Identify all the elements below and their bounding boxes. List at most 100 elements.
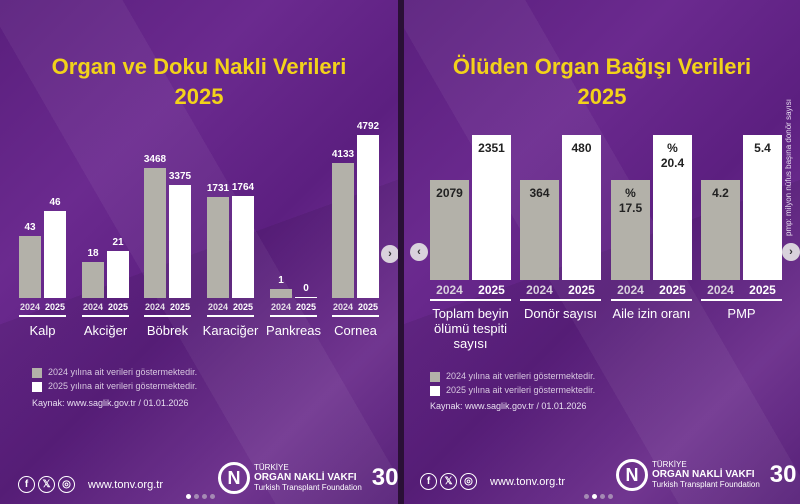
website-link[interactable]: www.tonv.org.tr	[490, 475, 565, 488]
next-arrow-icon[interactable]: ›	[381, 245, 398, 263]
bar-2024	[430, 180, 469, 280]
category-label: Karaciğer	[202, 323, 259, 338]
page-dot[interactable]	[186, 494, 191, 499]
bar-2024	[520, 180, 559, 280]
year-label: 2024	[617, 283, 644, 297]
value-label: 1731	[206, 183, 230, 194]
anniversary-badge: 30	[769, 461, 797, 488]
legend-2024: 2024 yılına ait verileri göstermektedir.	[430, 371, 595, 382]
value-label: 4.2	[712, 186, 729, 200]
category-label: Kalp	[29, 323, 56, 338]
facebook-icon[interactable]: f	[18, 476, 35, 493]
bar-2025	[107, 251, 129, 298]
bar-2025	[295, 297, 317, 298]
category-label: Donör sayısı	[524, 306, 597, 321]
value-label: 2079	[436, 186, 463, 200]
page-dot[interactable]	[600, 494, 605, 499]
bar-2025	[357, 135, 379, 298]
organ-transplant-panel: Organ ve Doku Nakli Verileri 2025 43 2024…	[0, 0, 398, 504]
year-label: 2025	[749, 283, 776, 297]
legend-text: 2025 yılına ait verileri göstermektedir.	[446, 385, 596, 395]
social-links: f 𝕏 ◎ www.tonv.org.tr	[18, 476, 163, 493]
page-dot[interactable]	[202, 494, 207, 499]
anniversary-badge: 30	[371, 464, 398, 491]
bar-2025	[44, 211, 66, 298]
legend-text: 2024 yılına ait verileri göstermektedir.	[446, 371, 596, 381]
category-label: Toplam beyin ölümü tespiti sayısı	[432, 306, 509, 351]
instagram-icon[interactable]: ◎	[460, 473, 477, 490]
category-label: Böbrek	[146, 323, 189, 338]
legend-swatch-2025	[32, 381, 42, 392]
bar-2024	[332, 163, 354, 298]
logo-line1: TÜRKİYE	[652, 460, 687, 469]
value-label: 21	[112, 237, 124, 248]
bar-2025	[653, 135, 692, 280]
source-text: Kaynak: www.saglik.gov.tr / 01.01.2026	[430, 401, 587, 411]
legend-2024: 2024 yılına ait verileri göstermektedir.	[32, 367, 197, 378]
value-label: 3468	[143, 154, 167, 165]
bar-2024	[611, 180, 650, 280]
year-label: 2025	[295, 302, 317, 312]
panel-title: Ölüden Organ Bağışı Verileri	[452, 54, 752, 79]
underline	[701, 299, 782, 301]
year-label: 2024	[270, 302, 292, 312]
value-label: 43	[24, 222, 36, 233]
bar-2024	[82, 262, 104, 298]
underline	[82, 315, 129, 317]
foundation-logo: N TÜRKİYE ORGAN NAKLİ VAKFI Turkish Transp…	[616, 459, 796, 491]
underline	[144, 315, 191, 317]
value-label: 1764	[231, 182, 255, 193]
page-dot[interactable]	[608, 494, 613, 499]
social-links: f 𝕏 ◎ www.tonv.org.tr	[420, 473, 565, 490]
logo-mark-icon: N	[218, 462, 250, 494]
page-dot[interactable]	[194, 494, 199, 499]
year-label: 2025	[357, 302, 379, 312]
value-label: 480	[571, 141, 592, 155]
year-label: 2025	[659, 283, 686, 297]
prev-arrow-icon[interactable]: ‹	[410, 243, 428, 261]
underline	[520, 299, 601, 301]
page-indicator	[186, 494, 215, 499]
category-label: PMP	[727, 306, 756, 321]
logo-line2: ORGAN NAKLİ VAKFI	[254, 472, 357, 483]
legend-swatch-2025	[430, 385, 440, 396]
underline	[611, 299, 692, 301]
underline	[332, 315, 379, 317]
foundation-logo: N TÜRKİYE ORGAN NAKLİ VAKFI Turkish Transp…	[218, 462, 398, 494]
year-label: 2025	[478, 283, 505, 297]
value-label: 2351	[478, 141, 505, 155]
bar-2025	[743, 135, 782, 280]
value-label: 0	[303, 283, 309, 294]
value-label: % 17.5	[618, 186, 643, 215]
deceased-donation-panel: Ölüden Organ Bağışı Verileri 2025 2079 20…	[404, 0, 800, 504]
panel-title: Organ ve Doku Nakli Verileri	[51, 54, 347, 79]
year-label: 2024	[144, 302, 166, 312]
legend-2025: 2025 yılına ait verileri göstermektedir.	[32, 381, 197, 392]
legend-text: 2025 yılına ait verileri göstermektedir.	[48, 381, 198, 391]
bar-2024	[270, 289, 292, 298]
bar-2025	[472, 135, 511, 280]
year-label: 2025	[568, 283, 595, 297]
x-icon[interactable]: 𝕏	[440, 473, 457, 490]
website-link[interactable]: www.tonv.org.tr	[88, 478, 163, 491]
page-dot[interactable]	[584, 494, 589, 499]
next-arrow-icon[interactable]: ›	[782, 243, 800, 261]
legend-text: 2024 yılına ait verileri göstermektedir.	[48, 367, 198, 377]
year-label: 2025	[44, 302, 66, 312]
instagram-icon[interactable]: ◎	[58, 476, 75, 493]
legend-2025: 2025 yılına ait verileri göstermektedir.	[430, 385, 595, 396]
year-label: 2024	[207, 302, 229, 312]
value-label: 18	[87, 248, 99, 259]
x-icon[interactable]: 𝕏	[38, 476, 55, 493]
year-label: 2024	[526, 283, 553, 297]
facebook-icon[interactable]: f	[420, 473, 437, 490]
value-label: 4133	[331, 149, 355, 160]
value-label: 1	[278, 275, 284, 286]
category-label: Aile izin oranı	[612, 306, 691, 321]
page-dot[interactable]	[592, 494, 597, 499]
bar-2024	[701, 180, 740, 280]
page-dot[interactable]	[210, 494, 215, 499]
source-text: Kaynak: www.saglik.gov.tr / 01.01.2026	[32, 398, 189, 408]
year-label: 2024	[436, 283, 463, 297]
panel-year: 2025	[577, 84, 627, 109]
